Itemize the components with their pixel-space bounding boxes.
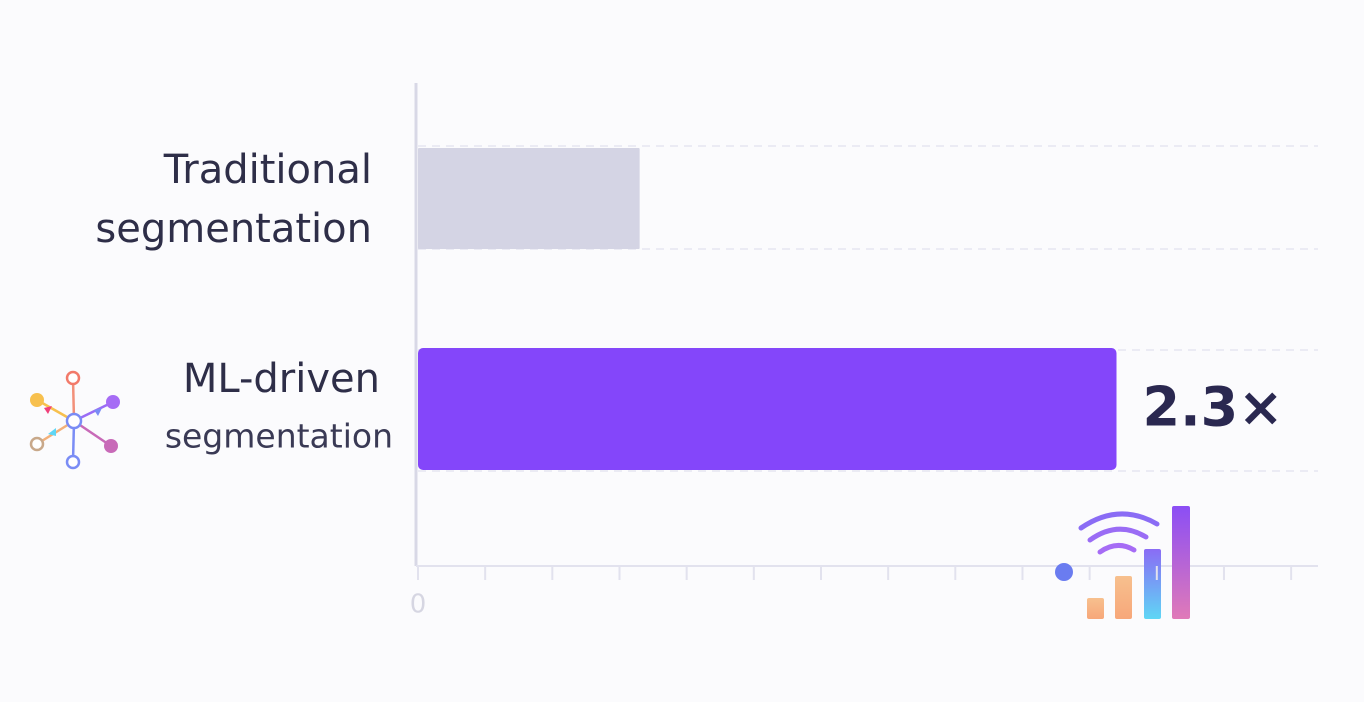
bar [418,348,1117,470]
category-label: segmentation [95,206,372,252]
signal-icon [1055,506,1190,619]
category-label: ML-driven [183,356,380,402]
annotation: 2.3× [1143,376,1284,439]
bar [418,148,640,249]
network-icon [29,370,120,470]
category-label: Traditional [163,147,372,193]
x-tick-label: 0 [410,590,427,620]
category-label: segmentation [165,417,393,456]
